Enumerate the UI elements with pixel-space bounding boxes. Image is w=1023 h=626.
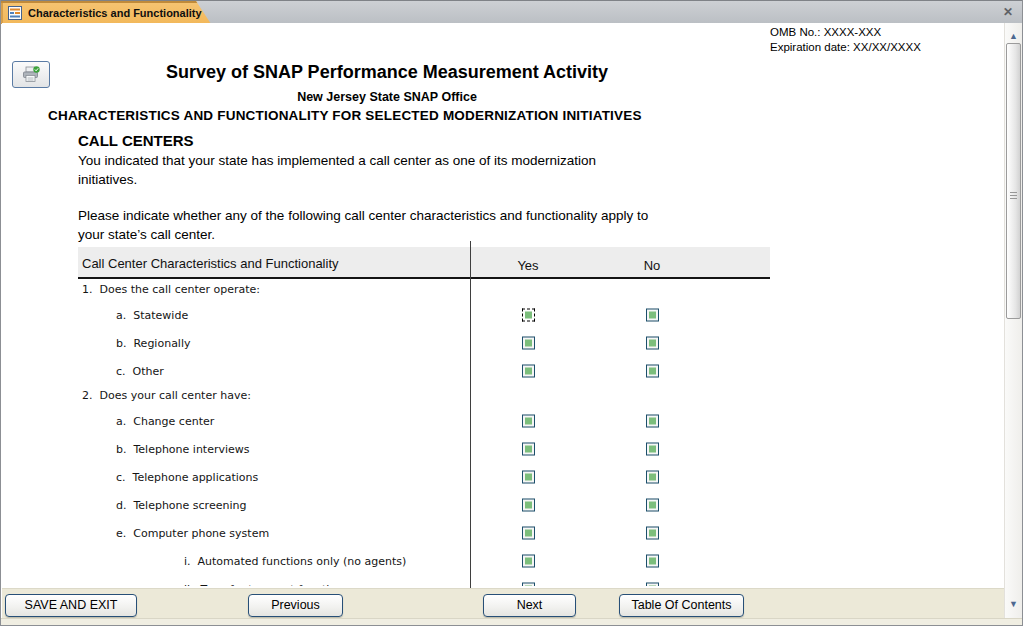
table-row: 1. Does the call center operate: xyxy=(78,279,770,301)
navigation-button-bar: SAVE AND EXIT Previous Next Table Of Con… xyxy=(2,588,1004,618)
page-title: Survey of SNAP Performance Measurement A… xyxy=(2,62,772,83)
column-header-no: No xyxy=(612,258,692,273)
table-row: i. Automated functions only (no agents) xyxy=(78,547,770,575)
table-row: a. Statewide xyxy=(78,301,770,329)
intro-paragraph: You indicated that your state has implem… xyxy=(78,152,682,189)
state-office-subtitle: New Jersey State SNAP Office xyxy=(2,90,772,104)
tab-characteristics-and-functionality[interactable]: Characteristics and Functionality xyxy=(1,1,211,24)
omb-number: OMB No.: XXXX-XXX xyxy=(770,26,881,38)
checkbox-no[interactable] xyxy=(646,527,659,540)
question-label: a. Change center xyxy=(78,415,214,428)
instruction-paragraph: Please indicate whether any of the follo… xyxy=(78,207,682,244)
access-window: Characteristics and Functionality ✕ OMB … xyxy=(0,0,1023,626)
checkbox-no[interactable] xyxy=(646,583,659,587)
checkbox-no[interactable] xyxy=(646,337,659,350)
next-button[interactable]: Next xyxy=(483,594,576,617)
checkbox-yes[interactable] xyxy=(522,583,535,587)
scrollbar-grip xyxy=(1010,195,1017,196)
checkbox-yes[interactable] xyxy=(522,499,535,512)
checkbox-no[interactable] xyxy=(646,471,659,484)
column-divider xyxy=(470,241,471,588)
scrollbar-thumb[interactable] xyxy=(1006,43,1021,319)
checkbox-yes[interactable] xyxy=(522,365,535,378)
checkbox-yes[interactable] xyxy=(522,415,535,428)
question-label: b. Regionally xyxy=(78,337,191,350)
table-row: ii. Transfer to agent function xyxy=(78,575,770,586)
scroll-up-icon[interactable]: ▲ xyxy=(1005,31,1022,41)
checkbox-yes[interactable] xyxy=(522,309,535,322)
expiration-date: Expiration date: XX/XX/XXXX xyxy=(770,41,921,53)
question-label: e. Computer phone system xyxy=(78,527,269,540)
survey-form: OMB No.: XXXX-XXX Expiration date: XX/XX… xyxy=(2,23,1004,588)
checkbox-yes[interactable] xyxy=(522,471,535,484)
close-icon[interactable]: ✕ xyxy=(1000,4,1016,20)
column-header-yes: Yes xyxy=(488,258,568,273)
section-title: CHARACTERISTICS AND FUNCTIONALITY FOR SE… xyxy=(48,108,642,123)
form-icon xyxy=(8,6,22,20)
checkbox-no[interactable] xyxy=(646,365,659,378)
checkbox-no[interactable] xyxy=(646,415,659,428)
table-row: 2. Does your call center have: xyxy=(78,385,770,407)
checkbox-yes[interactable] xyxy=(522,527,535,540)
checkbox-no[interactable] xyxy=(646,555,659,568)
question-label: 2. Does your call center have: xyxy=(78,389,770,402)
previous-button[interactable]: Previous xyxy=(248,594,343,617)
table-row: c. Telephone applications xyxy=(78,463,770,491)
checkbox-yes[interactable] xyxy=(522,443,535,456)
question-label: c. Other xyxy=(78,365,164,378)
window-bottom-edge xyxy=(1,618,1022,626)
checkbox-yes[interactable] xyxy=(522,555,535,568)
checkbox-yes[interactable] xyxy=(522,337,535,350)
call-centers-heading: CALL CENTERS xyxy=(78,132,194,149)
table-body: 1. Does the call center operate: a. State… xyxy=(78,279,770,586)
checkbox-no[interactable] xyxy=(646,499,659,512)
checkbox-no[interactable] xyxy=(646,309,659,322)
table-row: e. Computer phone system xyxy=(78,519,770,547)
omb-info: OMB No.: XXXX-XXX Expiration date: XX/XX… xyxy=(770,25,921,54)
question-label: d. Telephone screening xyxy=(78,499,246,512)
checkbox-no[interactable] xyxy=(646,443,659,456)
table-header-row: Call Center Characteristics and Function… xyxy=(78,247,770,279)
table-row: b. Regionally xyxy=(78,329,770,357)
question-label: i. Automated functions only (no agents) xyxy=(78,555,406,568)
table-row: c. Other xyxy=(78,357,770,385)
save-and-exit-button[interactable]: SAVE AND EXIT xyxy=(5,594,137,617)
scroll-down-icon[interactable]: ▼ xyxy=(1005,599,1022,609)
table-row: a. Change center xyxy=(78,407,770,435)
question-label: 1. Does the call center operate: xyxy=(78,283,770,296)
question-label: b. Telephone interviews xyxy=(78,443,250,456)
characteristics-table: Call Center Characteristics and Function… xyxy=(78,247,770,588)
table-of-contents-button[interactable]: Table Of Contents xyxy=(619,594,744,617)
vertical-scrollbar[interactable]: ▲ ▼ xyxy=(1004,23,1022,618)
table-row: d. Telephone screening xyxy=(78,491,770,519)
question-label: c. Telephone applications xyxy=(78,471,258,484)
tab-label: Characteristics and Functionality xyxy=(28,7,202,19)
question-label: a. Statewide xyxy=(78,309,188,322)
table-row: b. Telephone interviews xyxy=(78,435,770,463)
question-label: ii. Transfer to agent function xyxy=(78,583,343,587)
column-header-characteristics: Call Center Characteristics and Function… xyxy=(82,256,339,271)
tab-bar: Characteristics and Functionality ✕ xyxy=(1,0,1022,23)
